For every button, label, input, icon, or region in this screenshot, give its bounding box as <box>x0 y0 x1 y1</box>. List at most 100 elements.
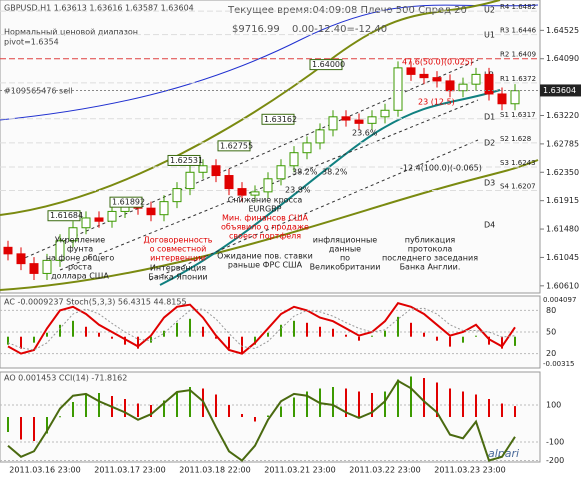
histogram-bar <box>176 393 178 417</box>
histogram-bar <box>358 391 360 417</box>
histogram-bar <box>215 394 217 417</box>
pivot-label: R4 1.6482 <box>500 3 536 11</box>
histogram-bar <box>150 336 152 343</box>
candle-body <box>159 201 169 216</box>
histogram-bar <box>371 335 373 337</box>
histogram-bar <box>293 397 295 417</box>
pivot-caption: pivot=1.6354 <box>4 38 59 47</box>
candle-body <box>55 240 65 261</box>
status-text: Текущее время:04:09:08 Плечо 500 Спред 2… <box>227 5 467 16</box>
y-tick-label: 1.62785 <box>546 139 579 148</box>
pivot-label: S3 1.6243 <box>500 159 536 167</box>
lower-band <box>0 159 539 291</box>
news-note: Мин. финансов США <box>222 214 309 223</box>
news-note: протокола <box>408 245 453 254</box>
news-note: Договоренность <box>144 236 213 245</box>
histogram-bar <box>436 382 438 417</box>
histogram-bar <box>280 406 282 417</box>
histogram-bar <box>137 336 139 349</box>
histogram-bar <box>267 415 269 417</box>
ao-header: AO 0.001453 CCI(14) -71.8162 <box>4 374 127 383</box>
teal-line <box>159 89 501 286</box>
histogram-bar <box>488 399 490 417</box>
balance: $9716.99 <box>232 24 280 35</box>
candle-body <box>302 142 312 154</box>
fibo-label: 23.6% <box>352 129 378 138</box>
news-note: данные <box>329 245 361 254</box>
price-box-label: 1.63162 <box>264 115 297 124</box>
candle-body <box>29 263 39 274</box>
candle-body <box>289 152 299 167</box>
x-tick-label: 2011.03.16 23:00 <box>9 466 80 475</box>
main-frame <box>0 0 541 294</box>
candle-body <box>250 191 260 196</box>
x-tick-label: 2011.03.18 22:00 <box>179 466 250 475</box>
y-tick-label: 1.61480 <box>546 225 579 234</box>
candle-body <box>211 165 221 177</box>
histogram-bar <box>98 332 100 337</box>
histogram-bar <box>215 336 217 339</box>
news-note: интервенции <box>150 254 206 263</box>
histogram-bar <box>293 320 295 337</box>
candle-body <box>315 129 325 144</box>
histogram-bar <box>384 391 386 417</box>
price-box-label: 1.64000 <box>312 60 345 69</box>
candle-body <box>445 80 455 92</box>
histogram-bar <box>72 320 74 337</box>
histogram-bar <box>462 391 464 417</box>
channel-label: D3 <box>484 179 495 188</box>
y2-tick-label: 20 <box>546 349 556 358</box>
x-tick-label: 2011.03.17 23:00 <box>94 466 165 475</box>
candle-body <box>458 83 468 92</box>
ac-header: AC -0.0009237 Stoch(5,3,3) 56.4315 44.81… <box>4 298 187 307</box>
news-note: о совместной <box>150 245 207 254</box>
news-note: Великобритании <box>310 263 381 272</box>
histogram-bar <box>423 332 425 337</box>
histogram-bar <box>501 403 503 417</box>
news-note: роста <box>68 263 92 272</box>
histogram-bar <box>319 326 321 337</box>
histogram-bar <box>20 417 22 440</box>
axis-limit: -0.00315 <box>543 360 574 368</box>
news-note: объявило о продаже <box>221 223 309 232</box>
histogram-bar <box>150 405 152 417</box>
price-box <box>47 210 81 222</box>
channel-label: U1 <box>484 31 495 40</box>
upper-band <box>0 0 501 216</box>
histogram-bar <box>488 336 490 345</box>
candle-body <box>81 217 91 229</box>
histogram-bar <box>46 417 48 434</box>
x-tick-label: 2011.03.22 23:00 <box>349 466 420 475</box>
histogram-bar <box>189 318 191 337</box>
current-price-box <box>540 84 581 97</box>
news-note: раньше ФРС США <box>228 261 303 270</box>
news-note: Снижение кросса <box>228 196 303 205</box>
news-note: своего портфеля <box>229 232 301 241</box>
histogram-bar <box>514 406 516 417</box>
news-note: Интервенция <box>150 264 206 273</box>
axis-limit: 0.004097 <box>543 296 576 304</box>
histogram-bar <box>7 417 9 432</box>
news-note: публикация <box>405 236 456 245</box>
histogram-bar <box>280 324 282 337</box>
histogram-bar <box>267 332 269 337</box>
histogram-bar <box>371 393 373 417</box>
candle-body <box>94 217 104 222</box>
fibo-label: 47.6(50.0)(0.025) <box>402 58 473 67</box>
price-box <box>109 196 143 208</box>
candle-body <box>510 90 520 105</box>
x-tick-label: 2011.03.23 23:00 <box>434 466 505 475</box>
channel-label: D1 <box>484 113 495 122</box>
price-box <box>217 140 251 152</box>
pivot-label: S2 1.628 <box>500 135 531 143</box>
histogram-bar <box>228 405 230 417</box>
candle-body <box>406 67 416 75</box>
news-note: последнего заседания <box>382 254 478 263</box>
y-tick-label: 1.60610 <box>546 281 579 290</box>
histogram-bar <box>85 326 87 337</box>
indicator-line <box>7 302 516 355</box>
histogram-bar <box>358 336 360 341</box>
histogram-bar <box>20 336 22 349</box>
news-note: доллара США <box>51 272 109 281</box>
price-box <box>309 59 343 71</box>
